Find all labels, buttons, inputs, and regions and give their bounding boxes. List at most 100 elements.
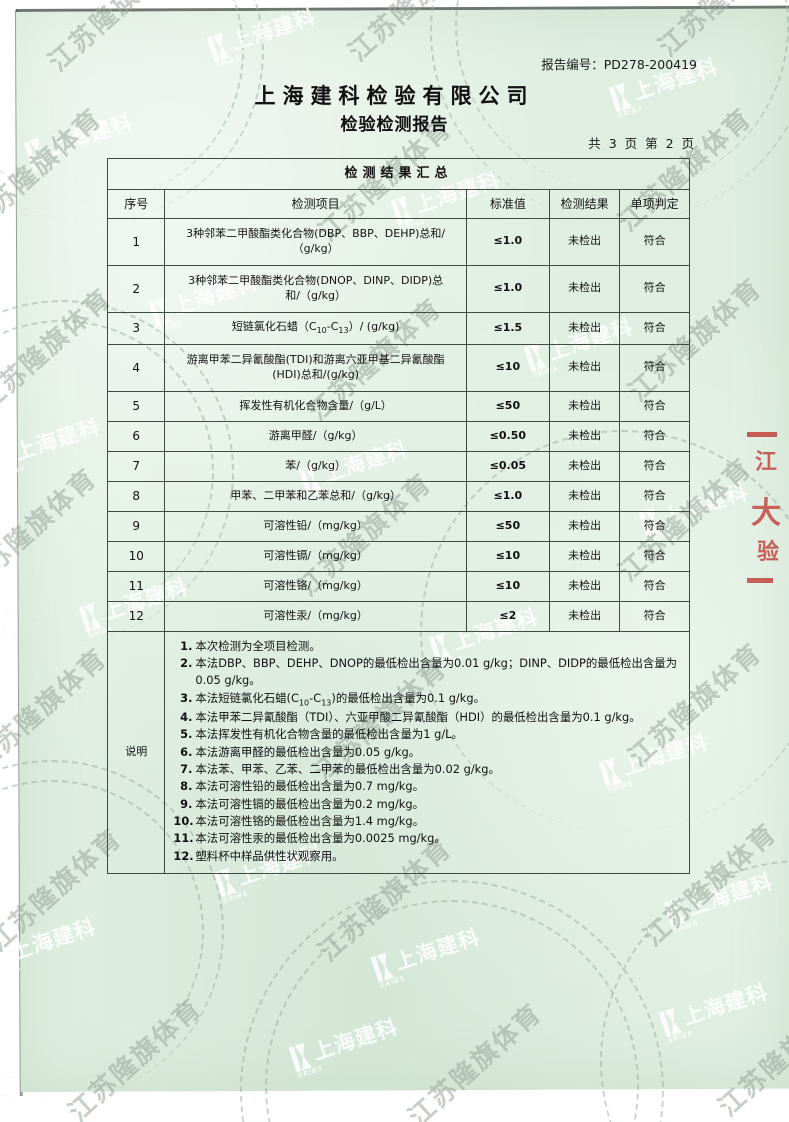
note-text: 本次检测为全项目检测。 <box>195 638 321 653</box>
row-item: 3种邻苯二甲酸酯类化合物(DBP、BBP、DEHP)总和/（g/kg） <box>164 217 467 266</box>
column-header-verdict: 单项判定 <box>619 188 690 219</box>
note-item: 10. 本法可溶性铬的最低检出含量为1.4 mg/kg。 <box>173 813 683 830</box>
row-item: 游离甲醛/（g/kg） <box>164 420 467 452</box>
table-row: 10 可溶性镉/（mg/kg） ≤10 未检出 符合 <box>106 540 690 572</box>
row-item-line1: 3种邻苯二甲酸酯类化合物(DNOP、DINP、DIDP)总 <box>188 273 444 287</box>
k-logo-icon: SRIBS <box>0 442 26 480</box>
note-number: 1. <box>180 638 193 653</box>
note-text: 本法可溶性镉的最低检出含量为0.2 mg/kg。 <box>195 796 424 811</box>
note-text: 本法短链氯化石蜡(C10-C13)的最低检出含量为0.1 g/kg。 <box>195 690 485 707</box>
row-result: 未检出 <box>548 264 621 313</box>
row-result: 未检出 <box>548 600 621 632</box>
row-result: 未检出 <box>548 390 621 422</box>
row-standard: ≤50 <box>465 510 550 542</box>
row-standard: ≤1.5 <box>465 311 550 345</box>
row-standard: ≤0.50 <box>465 420 550 452</box>
row-item: 挥发性有机化合物含量/（g/L） <box>164 390 467 422</box>
row-no: 1 <box>106 217 166 266</box>
note-number: 7. <box>180 762 193 777</box>
note-item: 7. 本法苯、甲苯、乙苯、二甲苯的最低检出含量为0.02 g/kg。 <box>173 761 683 778</box>
table-row: 3 短链氯化石蜡（C10-C13）/ (g/kg) ≤1.5 未检出 符合 <box>106 311 690 345</box>
note-number: 2. <box>180 656 193 671</box>
table-row: 9 可溶性铅/（mg/kg） ≤50 未检出 符合 <box>106 510 690 542</box>
note-text: 本法DBP、BBP、DEHP、DNOP的最低检出含量为0.01 g/kg；DIN… <box>195 656 678 688</box>
note-text: 本法苯、甲苯、乙苯、二甲苯的最低检出含量为0.02 g/kg。 <box>195 762 500 777</box>
row-verdict: 符合 <box>619 540 690 572</box>
row-result: 未检出 <box>548 450 621 482</box>
row-item: 可溶性铅/（mg/kg） <box>164 510 467 542</box>
row-item-line1: 游离甲苯二异氰酸酯(TDI)和游离六亚甲基二异氰酸酯 <box>186 352 445 366</box>
row-result: 未检出 <box>548 311 621 345</box>
row-no: 12 <box>106 600 166 632</box>
note-text: 本法挥发性有机化合物含量的最低检出含量为1 g/L。 <box>195 727 463 742</box>
row-standard: ≤1.0 <box>465 480 550 512</box>
company-name: 上海建科检验有限公司 <box>254 84 535 108</box>
row-item-line2: 和/（g/kg） <box>285 288 347 302</box>
note-text: 本法可溶性铅的最低检出含量为0.7 mg/kg。 <box>195 779 424 794</box>
row-item: 游离甲苯二异氰酸酯(TDI)和游离六亚甲基二异氰酸酯 (HDI)总和/(g/kg) <box>164 343 467 392</box>
column-header-standard: 标准值 <box>465 188 550 219</box>
notes-row: 说明 1. 本次检测为全项目检测。 2. 本法DBP、BBP、DEHP、DNOP的最… <box>106 630 690 875</box>
row-standard: ≤0.05 <box>465 450 550 482</box>
row-verdict: 符合 <box>619 264 690 313</box>
row-no: 9 <box>106 510 166 542</box>
table-row: 11 可溶性铬/（mg/kg） ≤10 未检出 符合 <box>106 570 690 602</box>
row-verdict: 符合 <box>619 480 690 512</box>
note-text: 塑料杯中样品供性状观察用。 <box>195 848 344 863</box>
row-no: 2 <box>106 264 166 313</box>
row-verdict: 符合 <box>619 311 690 345</box>
row-verdict: 符合 <box>619 390 690 422</box>
row-item: 可溶性镉/（mg/kg） <box>164 540 467 572</box>
note-text: 本法可溶性汞的最低检出含量为0.0025 mg/kg。 <box>195 831 446 846</box>
row-standard: ≤10 <box>465 570 550 602</box>
row-no: 6 <box>106 420 166 452</box>
note-item: 11. 本法可溶性汞的最低检出含量为0.0025 mg/kg。 <box>173 830 683 847</box>
row-no: 8 <box>106 480 166 512</box>
note-item: 4. 本法甲苯二异氰酸酯（TDI）、六亚甲酸二异氰酸酯（HDI）的最低检出含量为0… <box>173 709 683 726</box>
row-item: 可溶性汞/（mg/kg） <box>164 600 467 632</box>
row-item: 短链氯化石蜡（C10-C13）/ (g/kg) <box>164 311 467 345</box>
note-number: 9. <box>180 796 193 811</box>
row-no: 3 <box>106 311 166 345</box>
row-verdict: 符合 <box>619 343 690 392</box>
table-row: 2 3种邻苯二甲酸酯类化合物(DNOP、DINP、DIDP)总 和/（g/kg） … <box>106 264 690 313</box>
note-text: 本法可溶性铬的最低检出含量为1.4 mg/kg。 <box>195 814 424 829</box>
row-result: 未检出 <box>548 540 621 572</box>
row-standard: ≤10 <box>465 540 550 572</box>
row-result: 未检出 <box>548 420 621 452</box>
row-no: 4 <box>106 343 166 392</box>
table-row: 7 苯/（g/kg） ≤0.05 未检出 符合 <box>106 450 690 482</box>
row-verdict: 符合 <box>619 450 690 482</box>
table-row: 8 甲苯、二甲苯和乙苯总和/（g/kg） ≤1.0 未检出 符合 <box>106 480 690 512</box>
column-header-item: 检测项目 <box>164 188 467 219</box>
note-number: 5. <box>180 727 193 742</box>
note-number: 11. <box>173 831 194 846</box>
note-item: 2. 本法DBP、BBP、DEHP、DNOP的最低检出含量为0.01 g/kg；D… <box>173 655 683 690</box>
row-item-line2: （g/kg） <box>292 241 339 255</box>
k-logo-icon: SRIBS <box>0 942 22 980</box>
row-standard: ≤1.0 <box>465 217 550 266</box>
row-verdict: 符合 <box>619 217 690 266</box>
page-indicator: 共 3 页 第 2 页 <box>588 136 696 151</box>
row-item: 甲苯、二甲苯和乙苯总和/（g/kg） <box>164 480 467 512</box>
row-standard: ≤10 <box>465 343 550 392</box>
note-number: 12. <box>173 848 194 863</box>
row-item: 3种邻苯二甲酸酯类化合物(DNOP、DINP、DIDP)总 和/（g/kg） <box>164 264 467 313</box>
row-result: 未检出 <box>548 510 621 542</box>
note-number: 6. <box>180 744 193 759</box>
table-row: 4 游离甲苯二异氰酸酯(TDI)和游离六亚甲基二异氰酸酯 (HDI)总和/(g/k… <box>106 343 690 392</box>
note-text: 本法游离甲醛的最低检出含量为0.05 g/kg。 <box>195 744 421 759</box>
table-row: 1 3种邻苯二甲酸酯类化合物(DBP、BBP、DEHP)总和/（g/kg） ≤1… <box>106 217 690 266</box>
notes-list: 1. 本次检测为全项目检测。 2. 本法DBP、BBP、DEHP、DNOP的最低检出… <box>173 638 683 865</box>
row-verdict: 符合 <box>619 510 690 542</box>
row-verdict: 符合 <box>619 570 690 602</box>
row-no: 10 <box>106 540 166 572</box>
row-standard: ≤2 <box>465 600 550 632</box>
row-result: 未检出 <box>548 570 621 602</box>
row-item: 苯/（g/kg） <box>164 450 467 482</box>
note-item: 8. 本法可溶性铅的最低检出含量为0.7 mg/kg。 <box>173 778 683 795</box>
column-header-no: 序号 <box>106 188 166 219</box>
table-row: 6 游离甲醛/（g/kg） ≤0.50 未检出 符合 <box>106 420 690 452</box>
row-result: 未检出 <box>548 480 621 512</box>
